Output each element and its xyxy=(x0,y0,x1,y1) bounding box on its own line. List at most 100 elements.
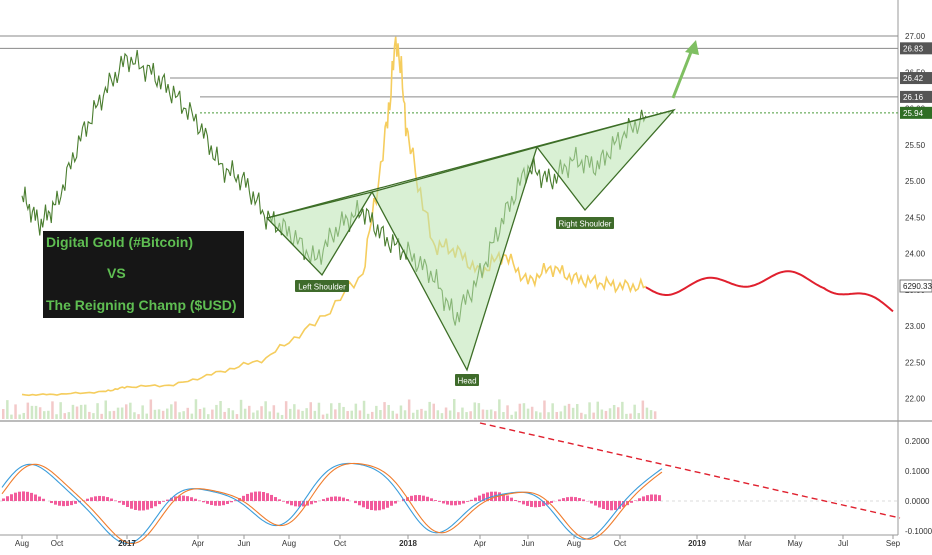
volume-bar xyxy=(625,414,628,419)
x-tick-label: Apr xyxy=(192,539,205,548)
volume-bar xyxy=(404,410,407,419)
volume-bar xyxy=(539,412,542,419)
price-tick-label: 27.00 xyxy=(905,32,926,41)
volume-bar xyxy=(515,411,518,419)
price-tick-label: 22.00 xyxy=(905,395,926,404)
volume-bar xyxy=(223,412,226,419)
volume-bar xyxy=(199,409,202,419)
volume-bar xyxy=(92,413,95,419)
volume-bar xyxy=(494,411,497,419)
histogram-bar xyxy=(590,501,593,503)
price-badge: 26.16 xyxy=(900,91,932,103)
x-tick-label: Jun xyxy=(522,539,535,548)
volume-bar xyxy=(88,412,91,419)
histogram-bar xyxy=(466,501,469,502)
volume-bar xyxy=(154,410,157,419)
volume-bar xyxy=(219,401,222,419)
histogram-bar xyxy=(322,499,325,501)
histogram-bar xyxy=(34,495,37,501)
volume-bar xyxy=(642,401,645,419)
volume-bar xyxy=(158,409,161,419)
volume-bar xyxy=(601,410,604,419)
histogram-bar xyxy=(394,501,397,503)
histogram-bar xyxy=(286,501,289,504)
volume-bar xyxy=(27,403,30,419)
volume-bar xyxy=(305,408,308,419)
volume-bar xyxy=(576,404,579,419)
volume-bar xyxy=(23,413,26,419)
histogram-bar xyxy=(206,501,209,504)
x-tick-label: 2018 xyxy=(399,539,417,548)
histogram-bar xyxy=(190,497,193,501)
volume-bar xyxy=(2,409,5,419)
volume-bar xyxy=(449,410,452,419)
histogram-bar xyxy=(62,501,65,506)
volume-bar xyxy=(420,409,423,419)
histogram-bar xyxy=(334,496,337,501)
histogram-bar xyxy=(386,501,389,508)
histogram-bar xyxy=(154,501,157,506)
histogram-bar xyxy=(478,496,481,501)
volume-bar xyxy=(441,413,444,419)
overlay-title-line3: The Reigning Champ ($USD) xyxy=(46,297,237,313)
volume-bar xyxy=(408,400,411,419)
volume-bar xyxy=(285,401,288,419)
volume-bar xyxy=(621,402,624,419)
histogram-bar xyxy=(18,492,21,501)
volume-bar xyxy=(236,414,239,419)
histogram-bar xyxy=(130,501,133,509)
label-left-shoulder: Left Shoulder xyxy=(295,280,349,292)
volume-bar xyxy=(178,412,181,419)
volume-bar xyxy=(96,403,99,419)
volume-bar xyxy=(100,414,103,419)
volume-bar xyxy=(59,402,62,419)
histogram-bar xyxy=(378,501,381,510)
x-tick-label: Aug xyxy=(15,539,29,548)
histogram-bar xyxy=(606,501,609,510)
histogram-bar xyxy=(418,495,421,501)
volume-bar xyxy=(162,411,165,419)
volume-bar xyxy=(72,405,75,419)
volume-bar xyxy=(252,413,255,419)
volume-bar xyxy=(141,405,144,419)
volume-bar xyxy=(351,411,354,419)
volume-bar xyxy=(597,402,600,419)
x-tick-label: May xyxy=(787,539,802,548)
price-tick-label: 25.00 xyxy=(905,177,926,186)
histogram-bar xyxy=(514,500,517,501)
histogram-bar xyxy=(634,500,637,501)
histogram-bar xyxy=(254,492,257,501)
volume-bar xyxy=(445,407,448,419)
histogram-bar xyxy=(426,497,429,501)
histogram-bar xyxy=(186,496,189,501)
volume-bar xyxy=(547,412,550,419)
histogram-bar xyxy=(390,501,393,506)
label-left-shoulder-text: Left Shoulder xyxy=(298,283,346,292)
volume-bar xyxy=(228,408,231,419)
volume-bar xyxy=(379,410,382,419)
histogram-bar xyxy=(50,501,53,503)
oscillator-tick-label: 0.0000 xyxy=(905,497,930,506)
histogram-bar xyxy=(210,501,213,505)
volume-bar xyxy=(556,412,559,419)
volume-bar xyxy=(318,403,321,419)
volume-bar xyxy=(244,409,247,419)
histogram-bar xyxy=(70,501,73,505)
volume-bar xyxy=(490,409,493,419)
volume-bar xyxy=(297,410,300,419)
volume-bar xyxy=(174,401,177,419)
volume-bar xyxy=(260,406,263,419)
histogram-bar xyxy=(282,501,285,502)
histogram-bar xyxy=(530,501,533,507)
volume-bar xyxy=(646,408,649,419)
x-tick-label: Apr xyxy=(474,539,487,548)
histogram-bar xyxy=(414,495,417,501)
histogram-bar xyxy=(522,501,525,504)
volume-bar xyxy=(35,406,38,419)
histogram-bar xyxy=(574,497,577,501)
histogram-bar xyxy=(614,501,617,510)
volume-bar xyxy=(338,403,341,419)
histogram-bar xyxy=(202,501,205,502)
volume-bar xyxy=(232,410,235,419)
